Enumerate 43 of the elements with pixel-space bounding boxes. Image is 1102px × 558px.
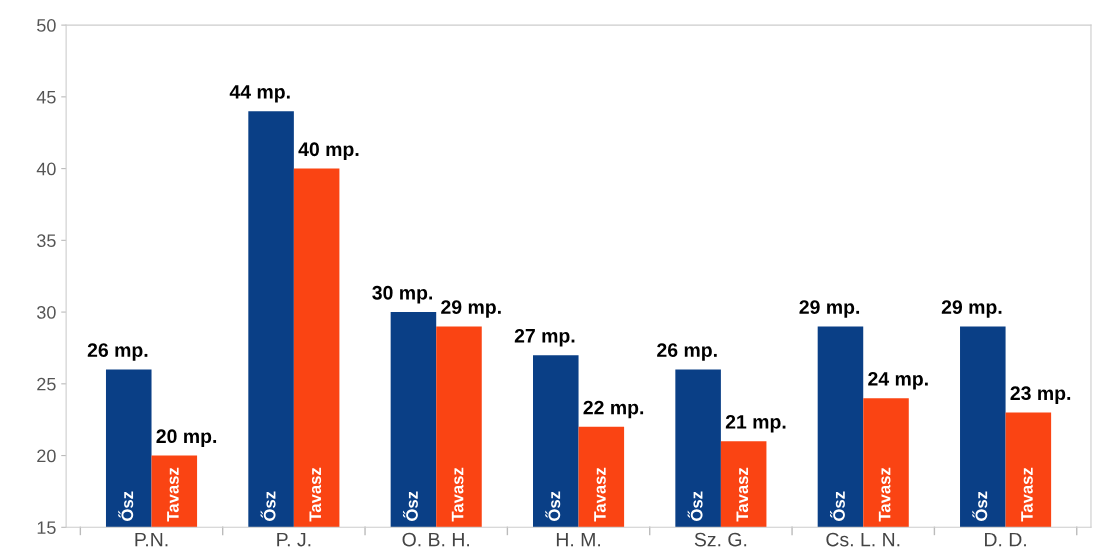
- data-label: 29 mp.: [799, 300, 860, 318]
- y-tick-label: 20: [37, 449, 56, 463]
- text: Ősz: [260, 491, 276, 521]
- text: Ősz: [545, 491, 561, 521]
- x-tick-label: Sz. G.: [694, 532, 747, 547]
- text: Ősz: [687, 491, 703, 521]
- series-label: Tavasz: [167, 467, 179, 522]
- y-tick-label: 45: [36, 90, 56, 104]
- x-tick-label: P.N.: [135, 532, 168, 547]
- data-label: 26 mp.: [87, 343, 148, 361]
- data-label: 30 mp.: [372, 285, 433, 304]
- data-label: 27 mp.: [514, 328, 575, 347]
- y-tick-label: 40: [36, 162, 56, 176]
- text: Tavasz: [451, 467, 464, 522]
- x-tick-label: D. D.: [985, 532, 1026, 547]
- data-label: 26 mp.: [657, 343, 717, 361]
- data-label: 40 mp.: [298, 142, 359, 160]
- text: Tavasz: [736, 467, 749, 522]
- text: Tavasz: [878, 467, 891, 522]
- x-tick-label: P. J.: [277, 532, 311, 547]
- data-label: 29 mp.: [441, 300, 501, 318]
- series-label: Ősz: [118, 491, 134, 521]
- x-tick-label: H. M.: [556, 532, 600, 547]
- text: Tavasz: [594, 467, 606, 522]
- text: Tavasz: [1021, 467, 1033, 522]
- data-label: 21 mp.: [725, 415, 786, 433]
- y-tick-label: 50: [37, 19, 56, 32]
- text: Ősz: [972, 491, 988, 521]
- y-tick-label: 30: [37, 306, 56, 319]
- text: Tavasz: [309, 467, 322, 522]
- data-label: 24 mp.: [868, 371, 928, 390]
- text: Ősz: [402, 491, 418, 521]
- data-label: 23 mp.: [1010, 386, 1071, 404]
- data-label: 20 mp.: [156, 429, 217, 447]
- data-label: 44 mp.: [229, 85, 290, 103]
- text: Ősz: [829, 491, 845, 521]
- data-label: 22 mp.: [583, 400, 644, 419]
- data-label: 29 mp.: [941, 300, 1002, 318]
- y-tick-label: 25: [37, 377, 56, 391]
- y-tick-label: 15: [37, 521, 56, 535]
- x-tick-label: O. B. H.: [402, 532, 470, 547]
- x-tick-label: Cs. L. N.: [826, 532, 900, 547]
- y-tick-label: 35: [37, 234, 56, 248]
